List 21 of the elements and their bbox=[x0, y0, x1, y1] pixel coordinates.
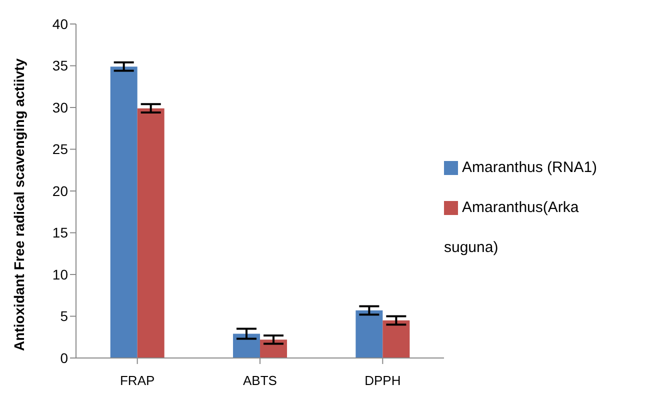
y-tick-label: 10 bbox=[52, 266, 68, 282]
bar bbox=[110, 66, 138, 358]
y-tick-label: 40 bbox=[52, 16, 68, 32]
bar bbox=[233, 334, 260, 358]
y-tick-label: 20 bbox=[52, 182, 68, 199]
y-tick-label: 35 bbox=[52, 58, 68, 74]
y-tick-label: 0 bbox=[60, 350, 68, 366]
bar bbox=[137, 108, 164, 358]
y-axis-title: Antioxidant Free radical scavenging actiivty bbox=[10, 58, 27, 351]
bar bbox=[260, 340, 288, 358]
legend-label: Amaranthus (RNA1) bbox=[462, 159, 598, 176]
y-tick-label: 30 bbox=[52, 99, 68, 116]
y-tick-label: 15 bbox=[52, 224, 68, 241]
x-tick-label: FRAP bbox=[120, 373, 155, 388]
bar bbox=[356, 310, 383, 358]
x-tick-label: ABTS bbox=[243, 373, 278, 388]
y-tick-label: 5 bbox=[60, 308, 68, 324]
x-tick-label: DPPH bbox=[364, 373, 401, 388]
text: Amaranthus(Arka suguna) bbox=[444, 199, 579, 256]
y-tick-label: 25 bbox=[52, 141, 68, 158]
bar bbox=[382, 320, 410, 358]
